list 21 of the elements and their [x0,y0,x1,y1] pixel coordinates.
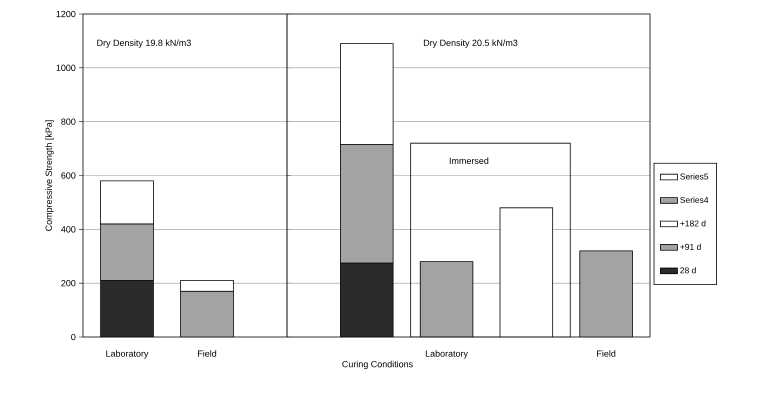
legend-label: +91 d [680,244,701,250]
x-tick-label: Laboratory [106,350,148,359]
annotation: Dry Density 20.5 kN/m3 [424,39,518,48]
annotation: Immersed [450,157,488,164]
legend-label: Series4 [680,196,708,203]
x-tick-label: Laboratory [426,350,468,359]
y-tick-label: 1200 [56,10,76,18]
y-axis-title: Compressive Strength [kPa] [45,120,54,231]
x-tick-label: Field [597,350,616,357]
y-tick-label: 600 [61,172,76,179]
legend-label: 28 d [680,267,696,274]
y-tick-label: 800 [61,118,76,125]
annotation: Dry Density 19.8 kN/m3 [97,39,191,48]
y-tick-label: 1000 [56,64,76,72]
y-tick-label: 200 [61,280,76,286]
y-tick-label: 0 [71,334,76,340]
x-axis-title: Curing Conditions [342,360,413,370]
x-tick-label: Field [198,350,216,357]
legend-label: Series5 [680,173,708,180]
legend-label: +182 d [680,220,706,226]
y-tick-label: 400 [61,226,76,233]
